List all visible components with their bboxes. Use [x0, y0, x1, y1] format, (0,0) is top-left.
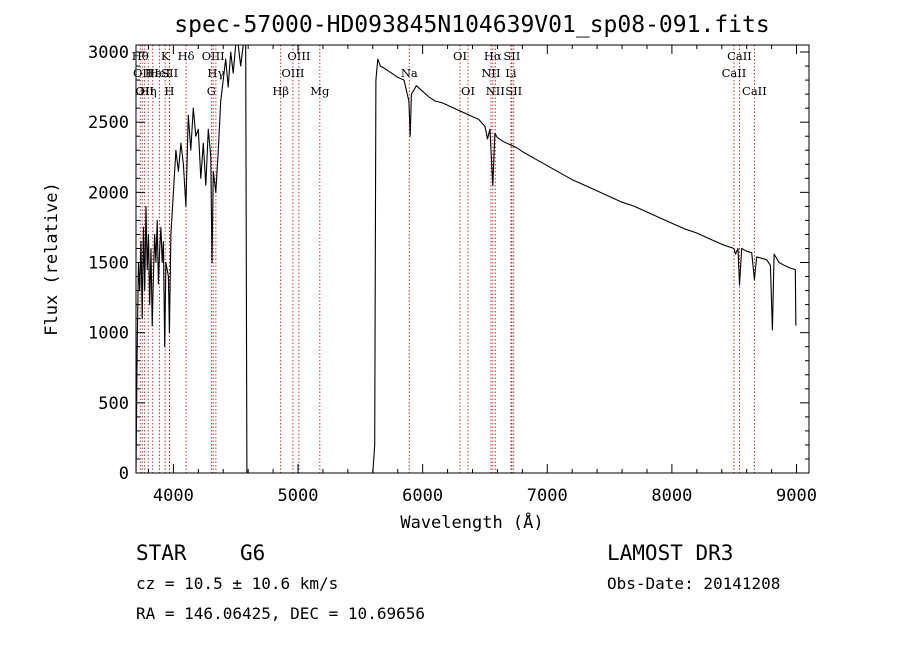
- y-tick-label: 3000: [88, 43, 129, 63]
- line-marker-label: CaII: [742, 84, 767, 98]
- line-marker-label: H: [164, 84, 174, 98]
- obs-date: Obs-Date: 20141208: [607, 574, 780, 593]
- x-axis-ticks: 4000 5000 6000 7000 8000 9000: [147, 45, 817, 506]
- x-tick-label: 4000: [153, 486, 194, 506]
- line-marker-label: K: [161, 49, 170, 63]
- plot-frame: [135, 44, 810, 474]
- line-marker-label: NII: [481, 66, 500, 80]
- line-marker-label: SII: [505, 84, 522, 98]
- line-marker-label: Hδ: [178, 49, 195, 63]
- line-marker-label: SII: [503, 49, 520, 63]
- x-tick-label: 8000: [651, 486, 692, 506]
- line-marker-label: G: [207, 84, 216, 98]
- line-marker-label: Hε: [145, 66, 161, 80]
- chart-title: spec-57000-HD093845N104639V01_sp08-091.f…: [174, 12, 769, 38]
- y-tick-label: 0: [119, 464, 129, 484]
- y-tick-label: 2500: [88, 113, 129, 133]
- y-tick-label: 1000: [88, 324, 129, 344]
- line-marker-label: CaII: [722, 66, 747, 80]
- y-axis-ticks: 0 500 1000 1500 2000 2500 3000: [88, 43, 809, 484]
- line-markers: [139, 45, 755, 473]
- line-marker-label: Hβ: [272, 84, 289, 98]
- line-marker-label: CaII: [727, 49, 752, 63]
- y-tick-label: 1500: [88, 254, 129, 274]
- line-marker-labels: HθOIIOIIHηHεHeIKHSIIHδGOIIIHγHβOIIIOIIIM…: [132, 49, 767, 98]
- y-tick-label: 2000: [88, 183, 129, 203]
- x-tick-label: 5000: [278, 486, 319, 506]
- line-marker-label: Li: [505, 66, 517, 80]
- line-marker-label: OII: [133, 66, 152, 80]
- line-marker-label: SII: [161, 66, 178, 80]
- object-class: STAR: [136, 541, 187, 565]
- spectrum-line: [135, 44, 797, 474]
- line-marker-label: OII: [135, 84, 154, 98]
- x-tick-label: 7000: [527, 486, 568, 506]
- spectrum-series: [135, 44, 797, 474]
- line-marker-label: Hθ: [132, 49, 149, 63]
- x-tick-label: 6000: [402, 486, 443, 506]
- object-subclass: G6: [240, 541, 265, 565]
- line-marker-label: OI: [453, 49, 467, 63]
- line-marker-label: Na: [401, 66, 418, 80]
- line-marker-label: OI: [461, 84, 475, 98]
- x-tick-label: 9000: [776, 486, 817, 506]
- line-marker-label: Mg: [310, 84, 330, 98]
- line-marker-label: OIII: [202, 49, 225, 63]
- y-axis-label: Flux (relative): [42, 182, 62, 336]
- line-marker-label: Hη: [140, 84, 157, 98]
- line-marker-label: Hγ: [207, 66, 224, 80]
- survey-name: LAMOST DR3: [607, 541, 733, 565]
- x-axis-label: Wavelength (Å): [400, 511, 543, 533]
- redshift-readout: cz = 10.5 ± 10.6 km/s: [136, 574, 338, 593]
- line-marker-label: NII: [486, 84, 505, 98]
- coordinates: RA = 146.06425, DEC = 10.69656: [136, 604, 425, 623]
- line-marker-label: HeI: [149, 66, 170, 80]
- line-marker-label: Hα: [484, 49, 502, 63]
- y-tick-label: 500: [98, 394, 129, 414]
- line-marker-label: OIII: [281, 66, 304, 80]
- line-marker-label: OIII: [287, 49, 310, 63]
